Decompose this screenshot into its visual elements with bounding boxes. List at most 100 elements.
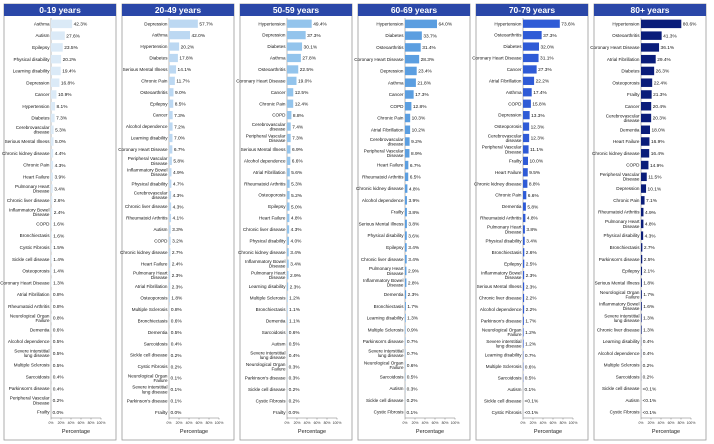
data-label: 8.1% [57,104,69,110]
category-label: Cystic Fibrosis [20,245,51,250]
bar [641,290,642,299]
bar [405,172,409,182]
data-label: 6.5% [410,175,422,181]
x-axis-title: Percentage [298,429,326,435]
data-label: 1.4% [53,257,65,263]
category-label: Epilepsy [622,269,640,274]
bar [641,19,682,29]
data-label: 4.3% [291,227,303,233]
category-label: Dementia [30,327,50,332]
bar [287,168,290,177]
data-label: 8.8% [293,113,305,119]
category-label: Pulmonary Heart Disease [487,225,522,235]
bar [287,293,288,303]
bar [641,207,644,217]
data-label: 0.8% [53,316,65,322]
category-label: Dementia [266,318,286,323]
bar [51,172,53,182]
bar [641,31,662,40]
data-label: 1.6% [53,222,65,228]
bar [51,125,54,134]
data-label: 0.4% [171,341,183,347]
x-tick-label: 100% [687,421,696,425]
category-label: Severe interstitial lung disease [132,385,168,395]
bar [641,184,647,193]
category-label: Osteoarthritis [376,45,404,50]
data-label: 1.2% [289,296,301,302]
category-label: Autism [271,341,285,346]
bar [169,225,171,234]
data-label: 2.5% [644,257,656,263]
category-label: Cancer [625,104,640,109]
data-label: <0.1% [643,398,657,404]
category-label: Serious Mental Illness [5,139,51,144]
data-label: 0.7% [407,351,419,357]
bar [287,145,291,154]
panel-6: 80+ years Hypertension 80.6% Osteoarthritis… [590,3,707,441]
x-tick-label: 0% [167,421,172,425]
category-label: Frailty [509,158,522,163]
category-label: Physical disability [486,238,523,243]
category-label: Chronic liver disease [7,198,50,203]
data-label: 19.4% [62,69,76,75]
x-axis-title: Percentage [180,429,208,435]
x-tick-label: 40% [540,421,547,425]
bar [169,31,190,40]
data-label: 0.8% [53,292,65,298]
category-label: Cancer [35,92,50,97]
category-label: Diabetes [149,56,168,61]
bar [405,278,407,287]
category-label: Neurological Organ Failure [482,328,522,338]
category-label: Parkinson's disease [599,257,640,262]
data-label: 36.1% [661,45,675,51]
category-label: Chronic Pain [613,198,640,203]
category-label: Neurological Organ Failure [128,373,168,383]
category-label: Multiple Sclerosis [132,307,168,312]
data-label: 1.6% [643,304,655,310]
bar [169,122,173,131]
bar [169,19,198,28]
category-label: Osteoarthritis [140,90,168,95]
bar [523,53,539,63]
bar [523,191,527,200]
data-label: 4.8% [291,216,303,222]
data-label: 1.4% [53,269,65,275]
category-label: Sickle cell disease [484,398,522,403]
category-label: Coronary Heart Disease [118,147,168,152]
data-label: 4.9% [173,170,185,176]
bar [405,207,407,217]
panel-3: 50-59 years Hypertension 49.4% Depression 37… [236,3,353,441]
data-label: 2.9% [290,273,302,279]
category-label: Sarcoidosis [380,374,404,379]
category-label: Chronic kidney disease [120,250,168,255]
data-label: 0.0% [289,410,301,416]
data-label: 4.1% [173,216,185,222]
data-label: 0.6% [525,364,537,370]
bar [51,113,55,123]
category-label: Parkinson's disease [9,386,50,391]
category-label: Neurological Organ Failure [10,313,50,323]
data-label: 0.5% [525,376,537,382]
x-tick-label: 20% [294,421,301,425]
bar [405,313,406,323]
data-label: 21.8% [417,80,431,86]
bar [641,66,655,76]
bar [287,248,289,257]
x-tick-label: 40% [68,421,75,425]
category-label: Chronic kidney disease [356,186,404,191]
data-label: 16.4% [651,151,665,157]
data-label: 2.3% [172,284,184,290]
data-label: 2.3% [526,273,538,279]
category-label: Autism [153,227,167,232]
category-label: Chronic Pain [259,101,286,106]
bar [169,179,172,188]
category-label: Alcohol dependence [362,198,404,203]
bar [523,316,524,325]
category-label: Asthma [270,56,286,61]
data-label: 20.2% [181,44,195,50]
data-label: 5.8% [527,204,539,210]
data-label: 0.1% [171,376,183,382]
bar [523,236,525,245]
data-label: 2.2% [526,307,538,313]
bar [523,76,535,85]
